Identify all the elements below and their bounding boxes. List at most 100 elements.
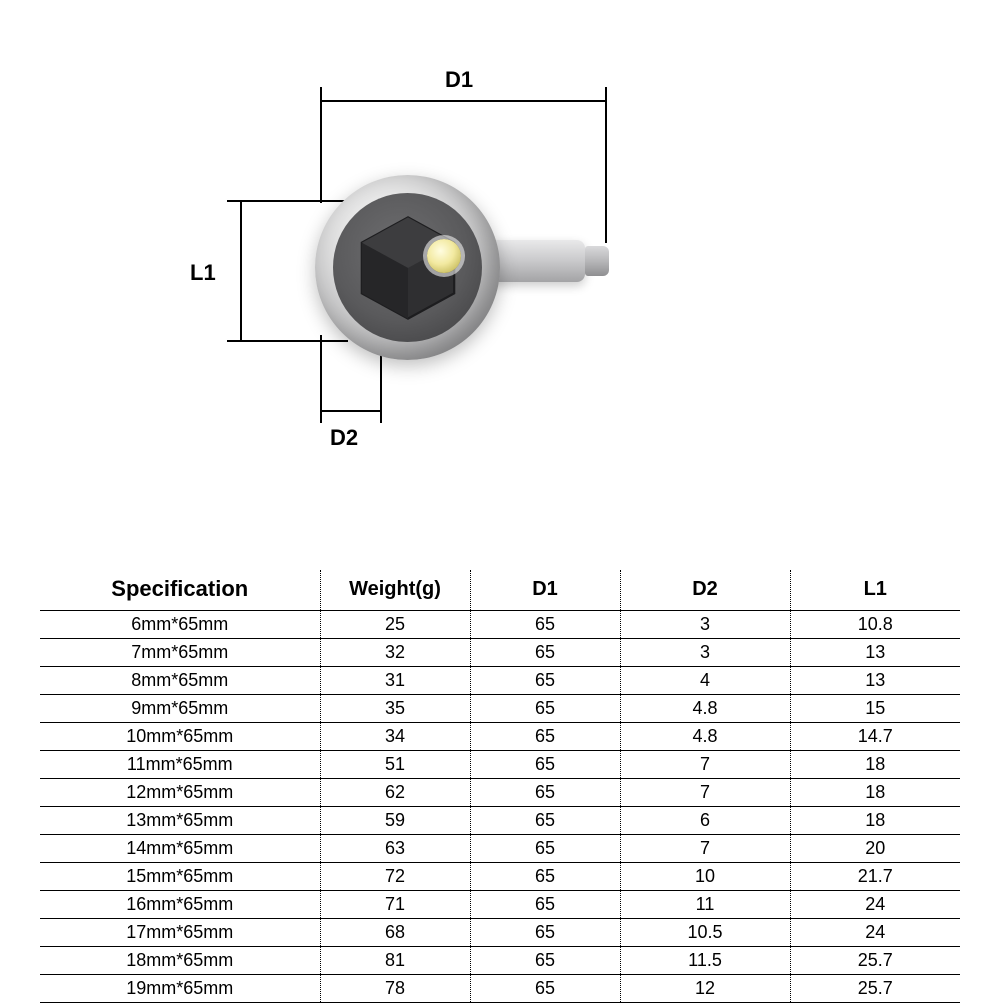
table-cell: 65 <box>470 947 620 975</box>
table-cell: 10.5 <box>620 919 790 947</box>
table-row: 11mm*65mm5165718 <box>40 751 960 779</box>
table-cell: 6 <box>620 807 790 835</box>
l1-tick-bot <box>227 340 253 342</box>
table-cell: 59 <box>320 807 470 835</box>
table-row: 8mm*65mm3165413 <box>40 667 960 695</box>
table-cell: 24 <box>790 891 960 919</box>
table-cell: 31 <box>320 667 470 695</box>
table-cell: 65 <box>470 891 620 919</box>
table-cell: 72 <box>320 863 470 891</box>
table-cell: 17mm*65mm <box>40 919 320 947</box>
table-cell: 81 <box>320 947 470 975</box>
table-cell: 18 <box>790 807 960 835</box>
table-cell: 20 <box>790 835 960 863</box>
table-cell: 7 <box>620 779 790 807</box>
col-header-l1: L1 <box>790 570 960 611</box>
table-cell: 4.8 <box>620 723 790 751</box>
l1-ext-bot <box>253 340 348 342</box>
d1-ext-right <box>605 113 607 243</box>
d1-line <box>320 100 605 102</box>
table-row: 7mm*65mm3265313 <box>40 639 960 667</box>
table-cell: 3 <box>620 611 790 639</box>
table-row: 10mm*65mm34654.814.7 <box>40 723 960 751</box>
l1-line <box>240 200 242 340</box>
d2-label: D2 <box>330 425 358 451</box>
table-cell: 12 <box>620 975 790 1003</box>
d2-ext-left <box>320 335 322 397</box>
table-row: 12mm*65mm6265718 <box>40 779 960 807</box>
table-row: 17mm*65mm686510.524 <box>40 919 960 947</box>
table-cell: 62 <box>320 779 470 807</box>
table-cell: 3 <box>620 639 790 667</box>
table-cell: 35 <box>320 695 470 723</box>
table-cell: 65 <box>470 695 620 723</box>
table-cell: 14.7 <box>790 723 960 751</box>
table-cell: 65 <box>470 919 620 947</box>
table-cell: 11mm*65mm <box>40 751 320 779</box>
table-cell: 13 <box>790 667 960 695</box>
table-row: 19mm*65mm78651225.7 <box>40 975 960 1003</box>
table-row: 13mm*65mm5965618 <box>40 807 960 835</box>
table-cell: 13mm*65mm <box>40 807 320 835</box>
table-cell: 65 <box>470 863 620 891</box>
table-cell: 65 <box>470 807 620 835</box>
table-cell: 34 <box>320 723 470 751</box>
table-cell: 4.8 <box>620 695 790 723</box>
table-cell: 11 <box>620 891 790 919</box>
table-cell: 16mm*65mm <box>40 891 320 919</box>
d1-tick-left <box>320 87 322 113</box>
table-cell: 8mm*65mm <box>40 667 320 695</box>
table-cell: 25.7 <box>790 975 960 1003</box>
table-cell: 13 <box>790 639 960 667</box>
table-row: 9mm*65mm35654.815 <box>40 695 960 723</box>
table-cell: 11.5 <box>620 947 790 975</box>
d1-ext-left <box>320 113 322 203</box>
table-cell: 7 <box>620 835 790 863</box>
table-cell: 32 <box>320 639 470 667</box>
table-row: 6mm*65mm2565310.8 <box>40 611 960 639</box>
table-header: Specification Weight(g) D1 D2 L1 <box>40 570 960 611</box>
table-cell: 10.8 <box>790 611 960 639</box>
table-cell: 65 <box>470 835 620 863</box>
d2-tick-right <box>380 397 382 423</box>
col-header-d1: D1 <box>470 570 620 611</box>
d2-ext-right <box>380 355 382 397</box>
magnet-icon <box>427 239 461 273</box>
table-cell: 12mm*65mm <box>40 779 320 807</box>
table-cell: 71 <box>320 891 470 919</box>
col-header-d2: D2 <box>620 570 790 611</box>
table-cell: 63 <box>320 835 470 863</box>
table-cell: 68 <box>320 919 470 947</box>
table-cell: 6mm*65mm <box>40 611 320 639</box>
table-cell: 65 <box>470 723 620 751</box>
d1-label: D1 <box>445 67 473 93</box>
table-cell: 15mm*65mm <box>40 863 320 891</box>
table-cell: 10mm*65mm <box>40 723 320 751</box>
table-cell: 65 <box>470 611 620 639</box>
table-row: 14mm*65mm6365720 <box>40 835 960 863</box>
col-header-specification: Specification <box>40 570 320 611</box>
table-row: 15mm*65mm72651021.7 <box>40 863 960 891</box>
table-cell: 65 <box>470 667 620 695</box>
table-cell: 7mm*65mm <box>40 639 320 667</box>
table-cell: 14mm*65mm <box>40 835 320 863</box>
table-cell: 18 <box>790 779 960 807</box>
table-cell: 15 <box>790 695 960 723</box>
col-header-weight: Weight(g) <box>320 570 470 611</box>
table-cell: 19mm*65mm <box>40 975 320 1003</box>
table-cell: 51 <box>320 751 470 779</box>
table-row: 16mm*65mm71651124 <box>40 891 960 919</box>
table-row: 18mm*65mm816511.525.7 <box>40 947 960 975</box>
socket-shank <box>490 240 585 282</box>
table-cell: 7 <box>620 751 790 779</box>
l1-tick-top <box>227 200 253 202</box>
d2-tick-left <box>320 397 322 423</box>
dimension-diagram: D1 L1 D2 <box>170 65 650 435</box>
socket-body <box>315 175 500 360</box>
table-cell: 78 <box>320 975 470 1003</box>
specification-table: Specification Weight(g) D1 D2 L1 6mm*65m… <box>40 570 960 1003</box>
table-cell: 65 <box>470 779 620 807</box>
l1-ext-top <box>253 200 348 202</box>
table-cell: 18mm*65mm <box>40 947 320 975</box>
table-cell: 25 <box>320 611 470 639</box>
